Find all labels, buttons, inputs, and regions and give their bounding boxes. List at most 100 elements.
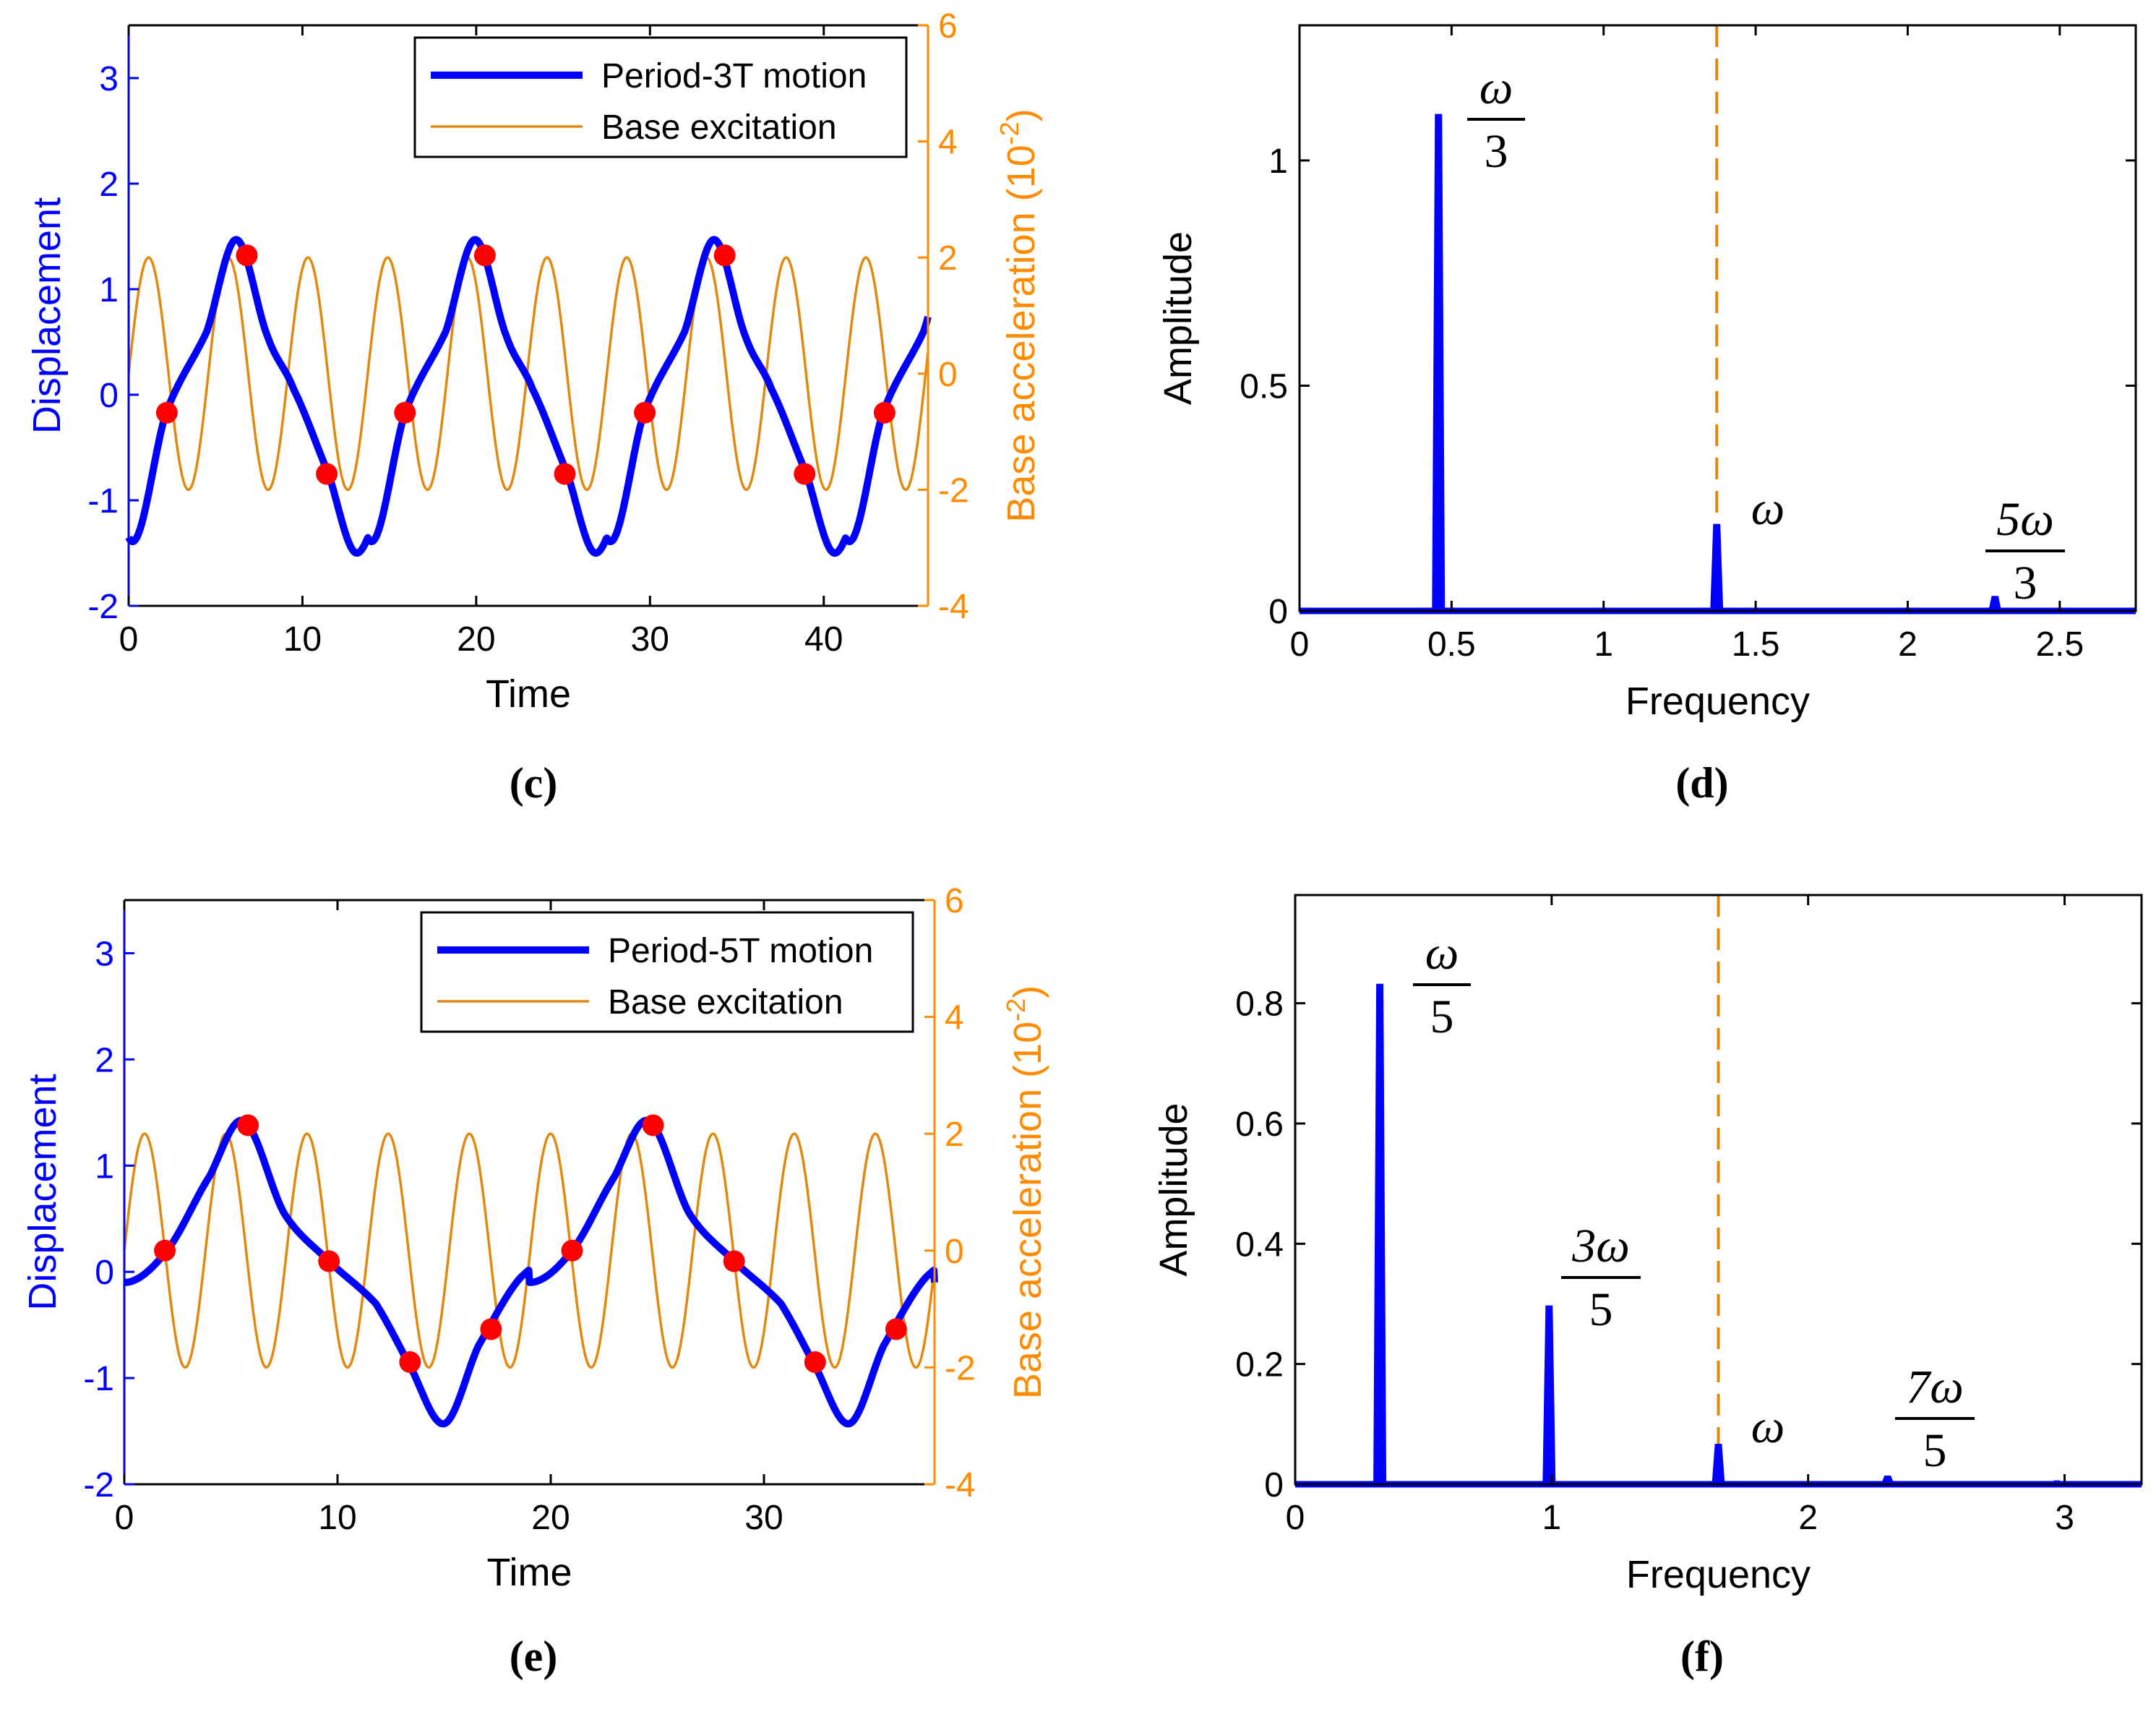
annotation-denominator: 3 bbox=[1485, 125, 1508, 178]
poincare-point bbox=[318, 1250, 340, 1272]
peak-annotation: ω bbox=[1751, 482, 1785, 535]
y2-tick-label: 6 bbox=[945, 882, 964, 920]
y-tick-label: 1 bbox=[99, 271, 119, 309]
poincare-point bbox=[316, 463, 338, 485]
chart-f: 0 1 2 300.20.40.60.8FrequencyAmplitudeω53ω5… bbox=[1152, 894, 2143, 1680]
x-tick-label: 30 bbox=[631, 620, 669, 659]
y-tick-label: 2 bbox=[95, 1041, 114, 1079]
annotation-numerator: ω bbox=[1479, 61, 1513, 114]
spectrum-peak bbox=[1373, 983, 1387, 1486]
y2-tick-label: 0 bbox=[938, 356, 958, 394]
peak-annotation: 5ω3 bbox=[1985, 493, 2065, 609]
annotation-denominator: 5 bbox=[1589, 1283, 1613, 1336]
poincare-point bbox=[561, 1239, 583, 1262]
y2-label-exponent: -2 bbox=[995, 121, 1024, 145]
y-tick-label: 0.4 bbox=[1235, 1225, 1284, 1264]
x-tick-label: 0 bbox=[119, 620, 139, 659]
spectrum-peak bbox=[1988, 596, 2002, 612]
x-tick-label: 1 bbox=[1594, 625, 1613, 664]
y-tick-label: 0.8 bbox=[1235, 985, 1284, 1024]
x-axis-label: Frequency bbox=[1626, 1553, 1811, 1596]
legend-label-displacement: Period-5T motion bbox=[608, 932, 873, 970]
y-tick-label: 0.2 bbox=[1235, 1346, 1284, 1384]
x-tick-label: 1 bbox=[1542, 1499, 1561, 1537]
poincare-point bbox=[885, 1318, 907, 1340]
x-tick-label: 0.5 bbox=[1427, 625, 1476, 664]
legend: Period-5T motion Base excitation bbox=[420, 911, 914, 1033]
poincare-point bbox=[873, 401, 896, 424]
y2-axis-label: Base acceleration (10-2) bbox=[1001, 985, 1049, 1399]
x-tick-label: 20 bbox=[457, 620, 495, 659]
x-axis-label: Time bbox=[486, 672, 571, 716]
annotation-denominator: 5 bbox=[1923, 1424, 1947, 1477]
y-tick-label: -1 bbox=[87, 482, 119, 521]
y2-tick-label: -4 bbox=[938, 588, 969, 626]
y-tick-label: 2 bbox=[99, 166, 119, 204]
x-tick-label: 0 bbox=[1286, 1499, 1305, 1537]
y-tick-label: 0 bbox=[1268, 593, 1288, 631]
x-tick-label: 0 bbox=[1290, 625, 1310, 664]
annotation-numerator: 7ω bbox=[1906, 1361, 1964, 1413]
x-tick-label: 2 bbox=[1898, 625, 1917, 664]
y-axis-label: Displacement bbox=[21, 1074, 64, 1310]
y-tick-label: 0.5 bbox=[1240, 367, 1288, 406]
y-tick-label: -2 bbox=[87, 588, 119, 626]
x-tick-label: 1.5 bbox=[1732, 625, 1780, 664]
poincare-point bbox=[155, 401, 178, 424]
y2-tick-label: 6 bbox=[938, 7, 958, 46]
axes-frame bbox=[1294, 894, 2143, 1486]
x-tick-label: 30 bbox=[744, 1499, 783, 1537]
y-axis-label: Amplitude bbox=[1156, 231, 1200, 405]
spectrum-peak bbox=[1432, 114, 1446, 612]
y2-label-main: Base acceleration (10 bbox=[1006, 1022, 1049, 1399]
annotation-denominator: 3 bbox=[2014, 557, 2037, 609]
legend: Period-3T motion Base excitation bbox=[413, 36, 908, 158]
poincare-point bbox=[634, 401, 656, 424]
y-tick-label: 1 bbox=[1268, 142, 1288, 181]
annotation-label: ω bbox=[1751, 482, 1785, 535]
excitation-series bbox=[127, 256, 929, 492]
y2-label-close: ) bbox=[1006, 985, 1049, 998]
poincare-point bbox=[554, 463, 576, 485]
peak-annotation: 3ω5 bbox=[1561, 1220, 1641, 1336]
x-tick-label: 10 bbox=[283, 620, 322, 659]
y-tick-label: 0 bbox=[95, 1254, 114, 1292]
y-tick-label: 3 bbox=[99, 60, 119, 98]
annotation-numerator: 5ω bbox=[1996, 493, 2054, 546]
peak-annotation: ω5 bbox=[1413, 927, 1471, 1043]
displacement-series bbox=[121, 1116, 938, 1428]
y2-tick-label: 2 bbox=[945, 1116, 964, 1154]
legend-label-excitation: Base excitation bbox=[608, 983, 843, 1022]
spectrum-peak bbox=[1542, 1305, 1556, 1486]
poincare-point bbox=[480, 1318, 502, 1340]
x-tick-label: 2.5 bbox=[2035, 625, 2084, 664]
y-tick-label: 3 bbox=[95, 935, 114, 973]
annotation-denominator: 5 bbox=[1430, 990, 1454, 1043]
y2-tick-label: -2 bbox=[945, 1349, 976, 1387]
spectrum-peak bbox=[1710, 523, 1724, 612]
poincare-point bbox=[473, 244, 496, 267]
poincare-point bbox=[713, 244, 736, 267]
legend-label-displacement: Period-3T motion bbox=[601, 57, 867, 95]
legend-box bbox=[413, 36, 908, 158]
x-axis-label: Frequency bbox=[1625, 680, 1810, 723]
x-tick-label: 3 bbox=[2055, 1499, 2074, 1537]
y-tick-label: 1 bbox=[95, 1147, 114, 1186]
y2-tick-label: 2 bbox=[938, 239, 958, 278]
peak-annotation: 7ω5 bbox=[1895, 1361, 1975, 1477]
poincare-point bbox=[236, 244, 258, 267]
poincare-point bbox=[154, 1239, 176, 1262]
x-tick-label: 10 bbox=[318, 1499, 356, 1537]
poincare-point bbox=[399, 1351, 421, 1374]
y-tick-label: -2 bbox=[83, 1466, 114, 1505]
peak-annotation: ω bbox=[1751, 1400, 1785, 1453]
peak-annotation: ω3 bbox=[1467, 61, 1525, 178]
x-tick-label: 2 bbox=[1798, 1499, 1818, 1537]
poincare-point bbox=[394, 401, 416, 424]
caption: (f) bbox=[1680, 1632, 1724, 1680]
x-tick-label: 20 bbox=[531, 1499, 570, 1537]
y2-tick-label: 0 bbox=[945, 1233, 964, 1271]
chart-c: 0 10 20 30 40-2-10123-4-20246TimeDisplacemen… bbox=[25, 7, 1043, 807]
